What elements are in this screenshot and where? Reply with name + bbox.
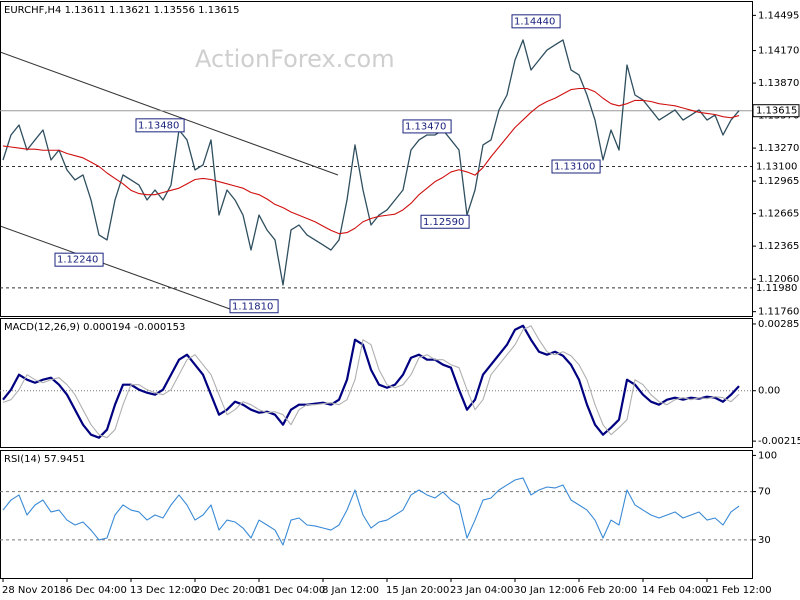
y-tick-label: 1.12965 [758, 176, 799, 187]
trend-line [0, 51, 339, 176]
series-line [2, 477, 740, 546]
annotation-label: 1.13470 [405, 121, 446, 132]
annotation-label: 1.11810 [232, 301, 273, 312]
price-level-box [753, 281, 799, 294]
price-level-label: 1.13100 [756, 162, 797, 173]
panel-frame [0, 450, 753, 579]
y-tick-label: 1.12060 [758, 274, 799, 285]
price-level-box [753, 160, 799, 173]
annotation-label: 1.13100 [554, 162, 595, 173]
x-tick-label: 15 Jan 20:00 [386, 585, 449, 596]
y-tick-label: 1.14170 [758, 46, 799, 57]
y-tick-label: 1.12665 [758, 209, 799, 220]
x-tick-label: 23 Jan 04:00 [450, 585, 513, 596]
x-tick-label: 21 Feb 12:00 [706, 585, 772, 596]
x-tick-label: 30 Jan 12:00 [514, 585, 577, 596]
trend-line [0, 225, 231, 310]
y-tick-label: 0.002858 [758, 319, 800, 330]
x-tick-label: 8 Jan 12:00 [322, 585, 379, 596]
series-line [2, 325, 740, 439]
x-tick-label: 14 Feb 04:00 [642, 585, 708, 596]
y-tick-label: -0.002158 [758, 436, 800, 447]
x-tick-label: 20 Dec 20:00 [194, 585, 261, 596]
panel-title: RSI(14) 57.9451 [4, 454, 85, 465]
x-tick-label: 28 Nov 2018 [2, 585, 66, 596]
series-line [2, 39, 740, 286]
panel-frame [0, 318, 753, 448]
annotation-box [54, 252, 104, 267]
annotation-label: 1.14440 [514, 16, 555, 27]
y-tick-label: 1.14495 [758, 10, 799, 21]
watermark: ActionForex.com [195, 45, 395, 73]
y-tick-label: 1.13870 [758, 78, 799, 89]
x-tick-label: 31 Dec 04:00 [258, 585, 325, 596]
series-line [2, 324, 740, 439]
x-tick-label: 6 Dec 04:00 [66, 585, 127, 596]
annotation-box [511, 14, 561, 29]
annotation-box [420, 214, 470, 229]
y-tick-label: 1.12365 [758, 241, 799, 252]
y-tick-label: 30 [758, 535, 771, 546]
y-tick-label: 1.13270 [758, 143, 799, 154]
price-level-label: 1.13615 [756, 106, 797, 117]
annotation-label: 1.12240 [57, 255, 98, 266]
annotation-box [551, 159, 601, 174]
x-tick-label: 6 Feb 20:00 [578, 585, 637, 596]
x-tick-label: 13 Dec 12:00 [130, 585, 197, 596]
annotation-label: 1.12590 [423, 217, 464, 228]
annotation-box [402, 119, 452, 134]
series-line [2, 87, 740, 235]
annotation-box [229, 299, 279, 314]
panel-title: EURCHF,H4 1.13611 1.13621 1.13556 1.1361… [4, 5, 240, 16]
annotation-box [135, 118, 185, 133]
panel-title: MACD(12,26,9) 0.000194 -0.000153 [4, 322, 185, 333]
y-tick-label: 70 [758, 487, 771, 498]
annotation-label: 1.13480 [138, 120, 179, 131]
panel-frame [0, 1, 753, 317]
price-level-label: 1.11980 [756, 283, 797, 294]
y-tick-label: 100 [758, 450, 777, 461]
y-tick-label: 1.11760 [758, 307, 799, 318]
price-level-box [752, 104, 800, 118]
y-tick-label: 0.00 [758, 386, 780, 397]
